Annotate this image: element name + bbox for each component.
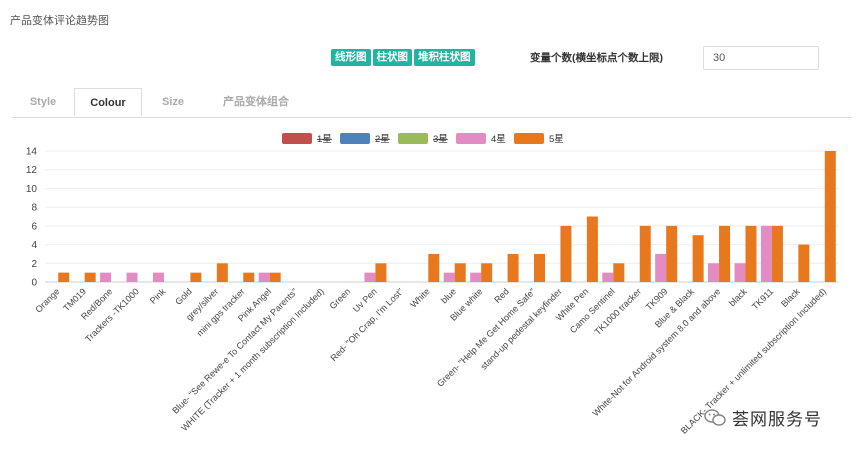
bar <box>639 225 651 282</box>
bar <box>655 253 667 282</box>
bar <box>745 225 757 282</box>
y-tick-label: 14 <box>26 147 38 158</box>
x-tick-label: Green <box>328 286 353 311</box>
y-tick-label: 2 <box>31 259 37 270</box>
bar <box>100 272 112 282</box>
page-title: 产品变体评论趋势图 <box>10 15 109 27</box>
bar <box>454 263 466 282</box>
bar <box>602 272 614 282</box>
bar <box>708 263 720 282</box>
x-tick-label: TK1000 tracker <box>593 286 644 337</box>
y-tick-label: 12 <box>26 165 38 176</box>
bar <box>84 272 96 282</box>
x-tick-label: Red <box>492 286 511 305</box>
chart-type-buttons: 线形图 柱状图 堆积柱状图 <box>331 49 477 66</box>
wechat-icon <box>704 408 726 426</box>
bar <box>734 263 746 282</box>
legend-swatch <box>282 133 312 144</box>
bar <box>760 225 772 282</box>
bar <box>613 263 625 282</box>
y-tick-label: 4 <box>31 240 37 251</box>
tab-colour[interactable]: Colour <box>74 88 142 117</box>
x-tick-label: Blue- "See Rewe-e To Contact My Parents" <box>170 286 299 415</box>
y-tick-label: 6 <box>31 221 37 232</box>
bar <box>824 151 836 282</box>
bar-chart-button[interactable]: 柱状图 <box>372 49 412 66</box>
bar <box>58 272 70 282</box>
legend-label: 1星 <box>317 134 332 145</box>
bar <box>364 272 376 282</box>
tab-size[interactable]: Size <box>161 96 184 108</box>
bar <box>560 225 572 282</box>
bar <box>470 272 482 282</box>
x-tick-label: Orange <box>33 286 61 314</box>
line-chart-button[interactable]: 线形图 <box>331 49 371 66</box>
x-tick-label: black <box>727 286 749 308</box>
bar <box>719 225 731 282</box>
bar <box>586 216 598 282</box>
variant-tabs: Style Colour Size 产品变体组合 <box>12 88 852 118</box>
bar <box>481 263 493 282</box>
x-tick-label: Gold <box>173 286 194 307</box>
bar <box>258 272 270 282</box>
x-tick-label: White <box>408 286 431 309</box>
bar <box>152 272 164 282</box>
legend-label: 5星 <box>549 134 564 145</box>
watermark-text: 荟网服务号 <box>732 410 822 429</box>
legend-label: 3星 <box>433 134 448 145</box>
legend-label: 4星 <box>491 134 506 145</box>
y-tick-label: 8 <box>31 203 37 214</box>
bar <box>428 253 440 282</box>
legend-label: 2星 <box>375 134 390 145</box>
x-tick-label: Black <box>779 286 802 309</box>
x-tick-label: Pink <box>148 286 168 306</box>
bar <box>771 225 783 282</box>
bar <box>190 272 202 282</box>
legend-swatch <box>456 133 486 144</box>
bar <box>798 244 810 282</box>
xcount-label: 变量个数(横坐标点个数上限) <box>530 52 663 64</box>
legend-swatch <box>340 133 370 144</box>
x-tick-label: blue <box>439 286 458 305</box>
bar <box>443 272 455 282</box>
bar <box>269 272 281 282</box>
x-tick-label: TK911 <box>750 286 775 311</box>
bar <box>375 263 387 282</box>
tab-style[interactable]: Style <box>29 96 57 108</box>
bar <box>243 272 255 282</box>
xcount-input[interactable]: 30 <box>703 46 819 70</box>
watermark: 荟网服务号 <box>704 405 822 430</box>
bar <box>534 253 546 282</box>
y-tick-label: 0 <box>31 278 37 289</box>
bar <box>216 263 228 282</box>
bar <box>692 235 704 282</box>
stacked-bar-chart-button[interactable]: 堆积柱状图 <box>414 49 475 66</box>
y-tick-label: 10 <box>26 184 38 195</box>
legend-swatch <box>398 133 428 144</box>
x-tick-label: Green- "Help Me Get Home Safe" <box>435 286 537 388</box>
bar <box>666 225 678 282</box>
bar <box>507 253 519 282</box>
bar <box>126 272 138 282</box>
legend-swatch <box>514 133 544 144</box>
tab-variant-combination[interactable]: 产品变体组合 <box>223 96 289 108</box>
